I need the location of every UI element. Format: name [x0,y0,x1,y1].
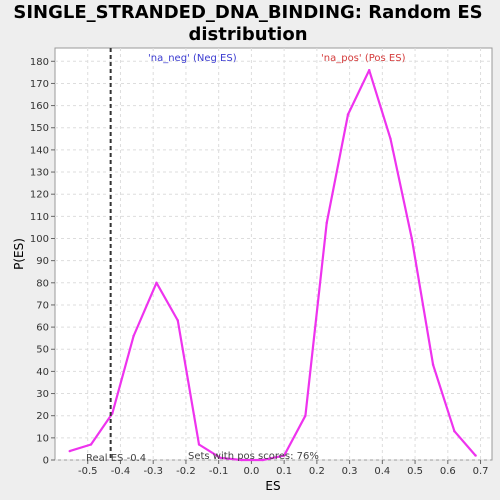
y-tick-label: 70 [36,300,49,311]
x-tick-label: 0.2 [309,466,325,477]
x-tick-label: 0.5 [407,466,423,477]
y-tick-label: 180 [30,57,49,68]
y-tick-label: 130 [30,168,49,179]
series-layer [68,68,477,462]
data-point [474,454,477,457]
y-tick-label: 160 [30,101,49,112]
y-tick-label: 140 [30,145,49,156]
y-tick-label: 60 [36,323,49,334]
data-point [132,334,135,338]
y-tick-label: 170 [30,79,49,90]
data-point [89,443,93,446]
y-tick-label: 50 [36,345,49,356]
x-tick-label: 0.7 [473,466,489,477]
x-tick-label: -0.3 [143,466,163,477]
y-tick-label: 120 [30,190,49,201]
data-point [453,430,456,433]
data-point [282,454,286,457]
data-point [431,363,435,366]
x-axis-label: ES [265,479,280,493]
real-es-annotation: Real ES -0.4 [86,453,146,464]
data-point [304,414,307,417]
grid-lines [55,48,492,461]
x-axis-ticks: -0.5 -0.4 -0.3 -0.2 -0.1 0.0 0.1 0.2 0.3 0.4 0.5 0.… [78,460,489,477]
y-tick-label: 110 [30,212,49,223]
y-tick-label: 100 [30,234,49,245]
x-tick-label: 0.3 [342,466,358,477]
series-line [69,69,477,462]
y-axis-ticks: 0 10 20 30 40 50 60 70 80 90 100 110 120 130 140 150 160… [30,57,55,467]
y-tick-label: 30 [36,389,49,400]
data-point [410,237,414,240]
x-tick-label: 0.6 [440,466,456,477]
y-tick-label: 90 [36,256,49,267]
data-point [389,137,392,141]
y-tick-label: 80 [36,278,49,289]
x-tick-label: 0.4 [374,466,390,477]
legend-pos-label: 'na_pos' (Pos ES) [321,53,406,64]
plot-area [54,47,493,461]
x-tick-label: -0.5 [78,466,98,477]
data-point [261,458,265,462]
y-tick-label: 40 [36,367,49,378]
x-tick-label: -0.2 [176,466,196,477]
pos-scores-annotation: Sets with pos scores: 76% [188,451,319,462]
data-point [111,412,114,415]
legend-neg-label: 'na_neg' (Neg ES) [148,53,237,64]
x-tick-label: -0.4 [111,466,131,477]
data-point [155,281,158,284]
data-point [325,221,328,225]
data-point [68,449,71,453]
x-tick-label: -0.1 [209,466,229,477]
data-point [240,458,243,462]
y-tick-label: 20 [36,411,49,422]
data-point [346,113,350,116]
chart-title-line-1: SINGLE_STRANDED_DNA_BINDING: Random ES [13,2,482,23]
y-tick-label: 10 [36,433,49,444]
data-point [197,443,201,446]
x-tick-label: 0.0 [243,466,259,477]
y-tick-label: 150 [30,123,49,134]
y-axis-label: P(ES) [12,238,26,270]
y-tick-label: 0 [43,456,49,467]
data-point [368,68,371,72]
chart-title-line-2: distribution [188,24,307,45]
x-tick-label: 0.1 [276,466,292,477]
data-point [219,456,222,459]
data-point [176,319,179,322]
